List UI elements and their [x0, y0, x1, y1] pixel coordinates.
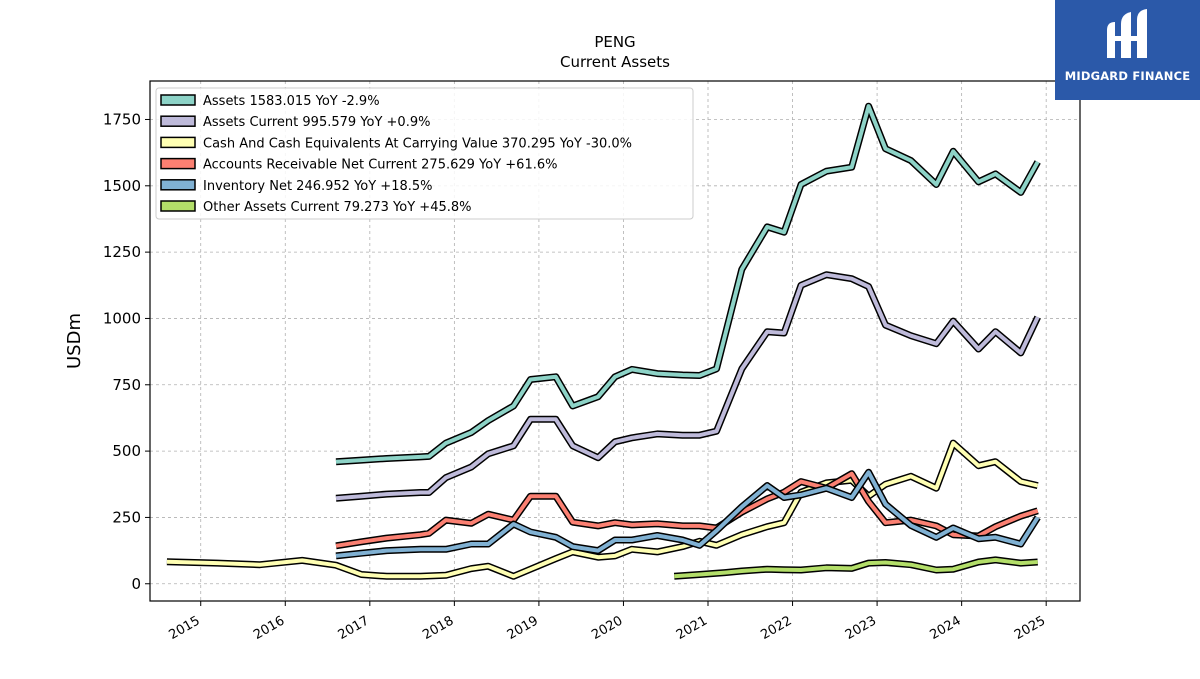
- series-lines: [166, 102, 1041, 580]
- series-line-4: [335, 468, 1041, 560]
- legend-entry: Cash And Cash Equivalents At Carrying Va…: [203, 136, 632, 151]
- y-tick-label: 500: [112, 442, 141, 460]
- series-line-stroke: [674, 557, 1038, 579]
- x-tick-label: 2021: [674, 613, 710, 643]
- series-line-5: [673, 556, 1038, 580]
- chart-title: PENG: [594, 33, 635, 51]
- legend: Assets 1583.015 YoY -2.9% Assets Current …: [155, 87, 694, 220]
- y-tick-label: 1750: [103, 110, 141, 128]
- legend-swatch: [160, 157, 196, 170]
- legend-entry: Other Assets Current 79.273 YoY +45.8%: [203, 200, 472, 215]
- legend-swatch: [160, 200, 196, 212]
- legend-swatch: [160, 94, 196, 106]
- y-tick-label: 250: [112, 508, 141, 526]
- legend-entry: Accounts Receivable Net Current 275.629 …: [203, 158, 558, 173]
- series-line-stroke: [335, 471, 1039, 548]
- x-tick-label: 2020: [589, 613, 625, 643]
- series-line-stroke: [166, 441, 1039, 579]
- legend-swatch: [160, 115, 196, 127]
- x-tick-label: 2017: [336, 613, 372, 643]
- plot-area-frame: [149, 80, 1081, 602]
- series-line-0: [335, 102, 1041, 466]
- x-tick-label: 2024: [927, 613, 963, 643]
- y-axis: 0 250 500 750 1000 1250 1500 1750: [103, 110, 150, 593]
- y-tick-label: 1500: [103, 177, 141, 195]
- series-line-2: [166, 439, 1039, 580]
- midgard-logo-icon: [1107, 9, 1147, 58]
- x-axis: 2015 2016 2017 2018 2019 2020 2021 2022 2023 2024…: [167, 601, 1048, 643]
- x-tick-label: 2015: [167, 613, 203, 643]
- x-tick-label: 2023: [843, 613, 879, 643]
- x-tick-label: 2022: [758, 613, 794, 643]
- y-tick-label: 1250: [103, 243, 141, 261]
- y-tick-label: 0: [131, 575, 141, 593]
- brand-logo-text: MIDGARD FINANCE: [1064, 69, 1191, 83]
- legend-entry: Inventory Net 246.952 YoY +18.5%: [203, 179, 433, 194]
- x-tick-label: 2025: [1012, 613, 1048, 643]
- y-tick-label: 1000: [103, 309, 141, 327]
- x-tick-label: 2016: [251, 613, 287, 643]
- legend-box: [155, 87, 694, 220]
- y-tick-label: 750: [112, 376, 141, 394]
- series-line-stroke: [335, 272, 1040, 501]
- series-line-stroke: [335, 104, 1040, 464]
- series-line-outline: [335, 271, 1041, 502]
- series-line-3: [335, 470, 1039, 550]
- chart-subtitle: Current Assets: [560, 53, 670, 71]
- series-line-1: [335, 271, 1041, 502]
- y-axis-label: USDm: [64, 313, 85, 369]
- x-tick-label: 2018: [420, 613, 456, 643]
- legend-entry: Assets Current 995.579 YoY +0.9%: [203, 115, 430, 130]
- brand-logo: MIDGARD FINANCE: [1055, 0, 1200, 100]
- legend-swatch: [160, 136, 196, 149]
- series-line-stroke: [335, 470, 1040, 558]
- x-tick-label: 2019: [505, 613, 541, 643]
- legend-entry: Assets 1583.015 YoY -2.9%: [203, 94, 380, 109]
- legend-swatch: [160, 179, 196, 191]
